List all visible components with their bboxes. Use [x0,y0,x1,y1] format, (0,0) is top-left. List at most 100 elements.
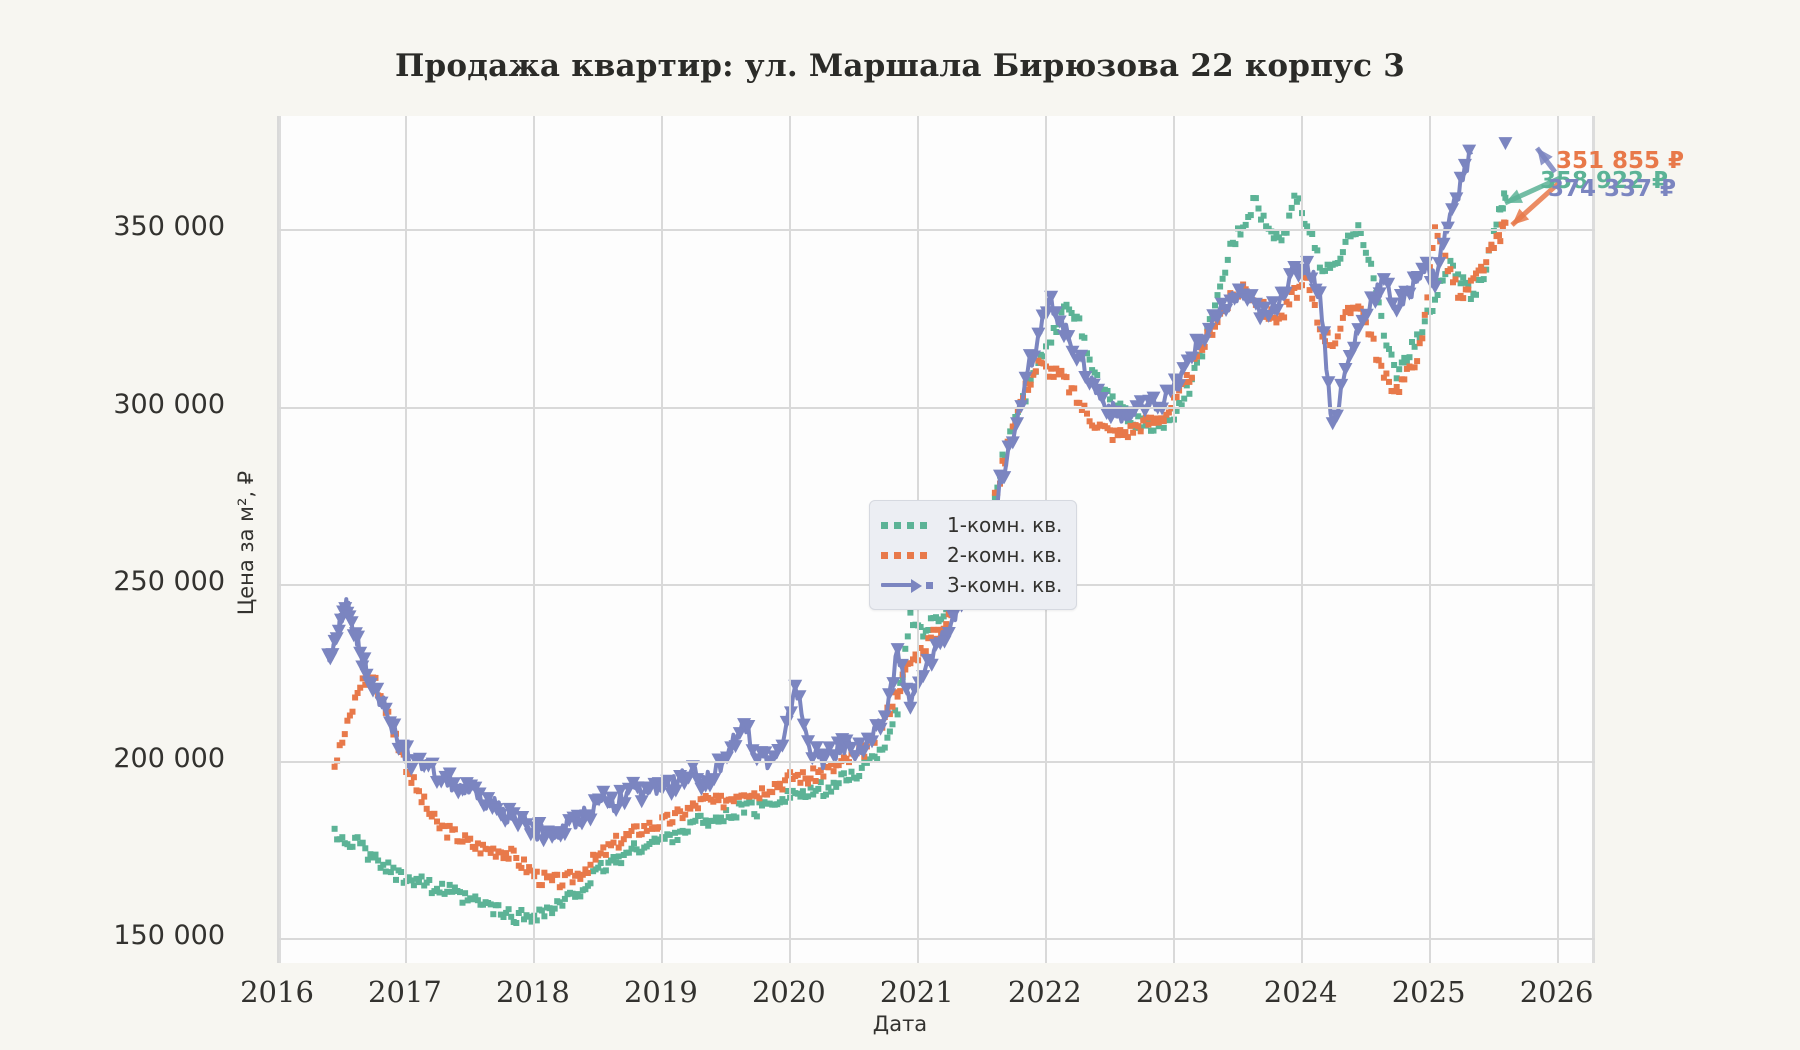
data-marker [634,795,649,809]
data-marker [690,773,705,787]
data-point [641,823,648,829]
x-tick-label: 2018 [496,975,570,1009]
data-point [362,681,369,688]
data-marker [355,660,370,674]
data-point [917,645,924,651]
data-point [367,851,374,858]
data-point [1406,354,1413,361]
data-point [638,848,645,855]
data-point [779,786,786,793]
data-point [927,634,934,641]
data-point [610,854,617,860]
data-point [730,798,737,805]
data-marker [1321,376,1336,390]
data-point [1214,292,1221,299]
data-point [1450,262,1456,269]
data-point [1391,388,1398,395]
data-marker [1248,297,1263,311]
data-point [920,633,927,640]
data-point [459,838,466,845]
data-point [618,840,625,847]
data-point [1434,292,1441,298]
data-point [1160,418,1167,424]
data-point [991,494,998,501]
data-point [1058,367,1065,374]
data-point [1375,357,1382,364]
data-point [1378,362,1385,369]
data-point [1242,221,1249,228]
data-point [1432,224,1438,231]
data-point [902,666,909,673]
data-point [1352,231,1359,238]
data-marker [856,745,871,759]
data-point [587,880,594,887]
data-point [759,785,765,792]
x-tick-label: 2017 [368,975,442,1009]
gridline-vertical [788,116,791,963]
data-point [480,841,486,848]
data-point [528,918,535,925]
data-point [528,867,535,874]
data-marker [1457,158,1472,172]
data-point [405,771,412,778]
data-marker [325,648,340,662]
data-marker [1048,306,1063,320]
data-marker [758,746,773,760]
data-point [602,851,609,858]
data-point [807,784,814,791]
data-point [1411,364,1418,371]
data-point [753,813,760,820]
data-point [812,778,819,784]
data-point [1081,334,1088,341]
data-point [613,859,620,866]
data-point [1053,365,1060,372]
data-point [1434,232,1441,239]
data-marker [1227,292,1242,306]
legend-item-1k[interactable]: 1-комн. кв. [881,510,1062,540]
data-point [526,864,533,871]
data-point [1304,223,1311,230]
data-point [349,708,356,715]
data-point [620,836,627,843]
data-point [1291,285,1298,291]
data-marker [937,635,952,649]
data-point [1339,249,1346,256]
data-point [1183,372,1190,378]
data-point [940,613,947,620]
data-marker [387,718,402,732]
data-point [418,799,425,806]
data-point [1124,434,1131,441]
data-point [651,835,658,842]
data-point [794,771,801,778]
data-point [1447,266,1454,273]
data-point [712,814,719,821]
data-point [1055,371,1062,378]
data-point [1380,374,1387,381]
legend-swatch-2k [881,549,933,561]
data-marker [1172,379,1187,393]
data-marker [882,688,897,702]
x-tick-label: 2019 [623,975,698,1009]
data-point [434,885,440,892]
data-marker [1265,296,1280,310]
data-point [771,781,778,787]
data-point [1403,359,1410,366]
legend-item-2k[interactable]: 2-комн. кв. [881,540,1062,570]
data-point [1194,353,1200,360]
data-point [1383,370,1390,377]
data-point [595,864,602,871]
legend-item-3k[interactable]: 3-комн. кв. [881,570,1062,600]
annotation-value-3k: 374 337 ₽ [1548,176,1677,202]
data-point [518,864,525,871]
data-marker [886,677,901,691]
data-marker [741,719,756,733]
data-point [418,873,425,880]
data-point [656,824,663,831]
data-point [487,849,494,856]
data-point [339,739,346,746]
data-point [1212,302,1218,309]
legend[interactable]: 1-комн. кв. 2-комн. кв. 3-комн. кв. [869,500,1078,610]
data-point [1288,204,1295,211]
data-marker [1257,301,1272,315]
data-point [1499,205,1506,212]
